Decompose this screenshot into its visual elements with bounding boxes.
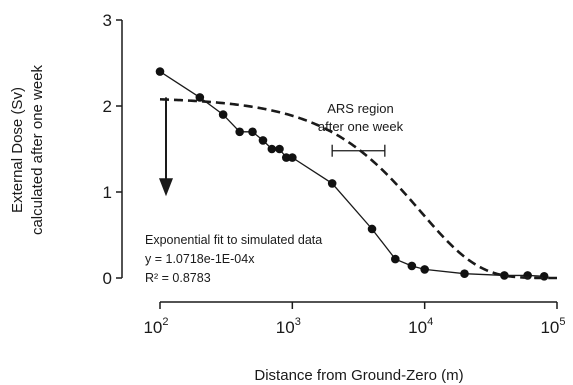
data-point — [155, 67, 165, 76]
data-point — [327, 179, 337, 188]
y-tick-label: 0 — [103, 269, 112, 288]
y-tick-label: 1 — [103, 183, 112, 202]
annotations: ARS region after one week Exponential fit … — [145, 97, 404, 285]
data-point — [275, 144, 284, 154]
x-tick-label: 103 — [276, 316, 301, 337]
data-point — [235, 127, 244, 137]
y-axis-title-line-1: External Dose (Sv) — [9, 87, 26, 213]
data-point — [195, 93, 205, 102]
data-point — [267, 144, 277, 154]
axes — [121, 20, 557, 303]
x-axis-title: Distance from Ground-Zero (m) — [254, 367, 463, 384]
data-point — [391, 254, 400, 264]
fit-annotation-line: R² = 0.8783 — [145, 271, 211, 285]
data-point — [281, 153, 291, 162]
data-point — [407, 261, 417, 271]
fit-annotation-line: y = 1.0718e-1E-04x — [145, 252, 255, 266]
data-point — [258, 136, 268, 145]
data-point — [218, 110, 228, 119]
y-tick-label: 3 — [103, 11, 112, 30]
x-tick-label: 105 — [540, 316, 565, 337]
x-tick-label: 102 — [143, 316, 168, 337]
ars-region-label: after one week — [318, 119, 404, 134]
y-tick-label: 2 — [103, 97, 112, 116]
data-point — [460, 269, 469, 279]
data-point — [288, 153, 297, 162]
ars-region-label: ARS region — [327, 101, 393, 116]
x-ticks: 102 103 104 105 — [143, 302, 566, 337]
data-point — [420, 265, 429, 274]
data-point — [367, 224, 377, 234]
data-point — [248, 127, 257, 137]
y-ticks: 0 1 2 3 — [103, 11, 122, 288]
x-tick-label: 104 — [408, 316, 433, 337]
data-point — [539, 271, 549, 281]
fit-annotation-line: Exponential fit to simulated data — [145, 233, 322, 247]
arrow-head — [159, 178, 173, 197]
y-axis-title-line-2: calculated after one week — [29, 64, 46, 235]
data-point — [500, 271, 509, 280]
series-layer — [155, 67, 558, 281]
